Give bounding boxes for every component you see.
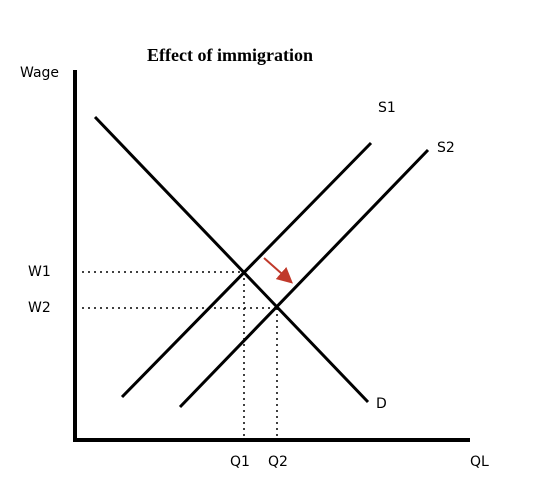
demand-curve bbox=[93, 115, 370, 404]
title: Effect of immigration bbox=[147, 45, 313, 65]
supply-curve-s1 bbox=[120, 141, 373, 399]
wage-label: W2 bbox=[28, 300, 51, 316]
curve-label: S1 bbox=[378, 100, 396, 116]
curve-label: S2 bbox=[437, 140, 455, 156]
y-axis-label: Wage bbox=[20, 65, 59, 81]
curve-label: D bbox=[376, 396, 387, 412]
quantity-label: Q1 bbox=[230, 454, 250, 470]
quantity-label: Q2 bbox=[268, 454, 288, 470]
shift-arrow bbox=[263, 257, 293, 284]
wage-label: W1 bbox=[28, 264, 51, 280]
supply-curve-s2 bbox=[178, 148, 430, 409]
x-axis-label: QL bbox=[470, 454, 489, 470]
